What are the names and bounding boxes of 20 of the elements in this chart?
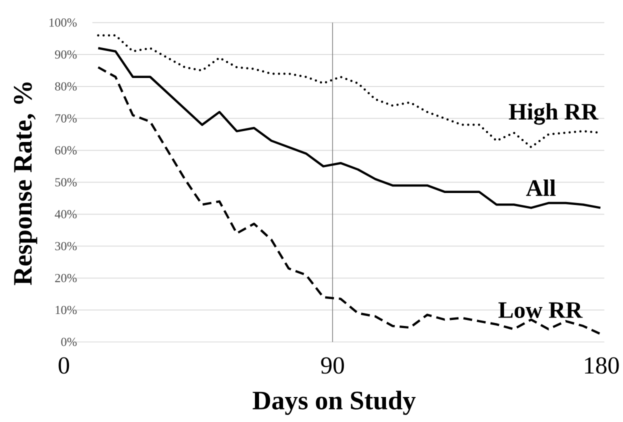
line-series — [97, 66, 602, 336]
x-tick-label: 180 — [585, 357, 619, 374]
y-tick-label: 90% — [55, 50, 77, 59]
x-axis-title: Days on Study — [252, 391, 416, 416]
y-tick-label: 60% — [55, 146, 77, 155]
y-tick-label: 30% — [55, 242, 77, 251]
series-label: All — [526, 180, 556, 196]
y-tick-label: 100% — [50, 18, 77, 28]
y-tick-label: 10% — [56, 306, 77, 314]
y-tick-label: 0% — [61, 338, 77, 346]
series-label: High RR — [508, 103, 598, 125]
y-tick-label: 50% — [55, 178, 77, 187]
y-tick-label: 20% — [55, 274, 77, 282]
y-tick-label: 40% — [54, 210, 77, 219]
x-tick-label: 90 — [321, 357, 344, 374]
series-label: Low RR — [498, 302, 583, 318]
x-tick-label: 0 — [58, 357, 70, 374]
y-tick-label: 80% — [55, 82, 77, 91]
y-axis-title: Response Rate, % — [14, 82, 38, 286]
y-tick-label: 70% — [55, 114, 77, 123]
